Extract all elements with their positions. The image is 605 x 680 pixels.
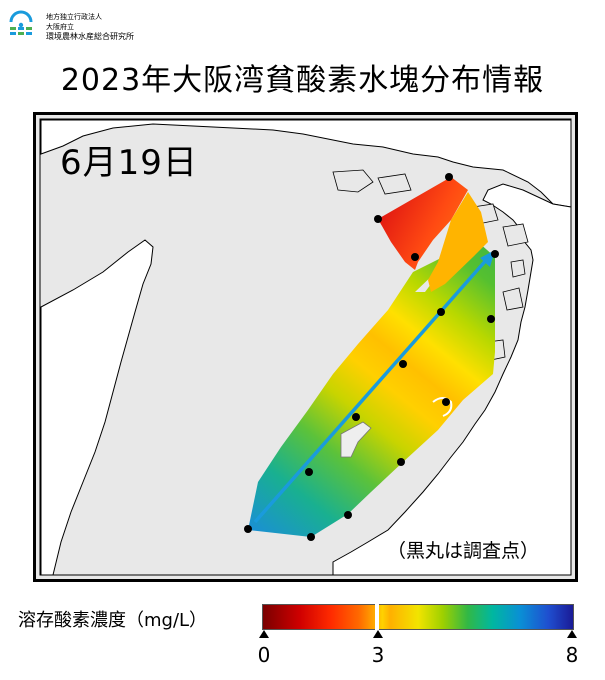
osaka-bay-map <box>33 112 578 582</box>
survey-date: 6月19日 <box>60 143 198 183</box>
station-dot-icon <box>491 250 499 258</box>
station-dot-icon <box>487 315 495 323</box>
station-dot-icon <box>344 511 352 519</box>
map-frame <box>33 112 578 582</box>
org-line-1: 地方独立行政法人 <box>46 13 102 21</box>
organization-name: 地方独立行政法人 大阪府立 環境農林水産総合研究所 <box>46 12 134 42</box>
east-coast-land <box>332 183 572 576</box>
tick-label-8: 8 <box>565 643 579 667</box>
station-dot-icon <box>445 173 453 181</box>
org-line-2: 大阪府立 <box>46 23 74 31</box>
awaji-island-land <box>40 239 154 576</box>
tick-marker-3 <box>373 630 383 638</box>
station-dot-icon <box>397 458 405 466</box>
station-dot-icon <box>307 533 315 541</box>
tick-marker-0 <box>259 630 269 638</box>
station-dot-icon <box>244 525 252 533</box>
organization-logo-icon <box>9 10 33 35</box>
tick-label-0: 0 <box>257 643 271 667</box>
legend-label: 溶存酸素濃度（mg/L） <box>18 610 208 631</box>
station-dot-icon <box>437 308 445 316</box>
do-distribution-hypoxic <box>378 177 468 270</box>
color-bar-threshold-gap <box>375 604 379 630</box>
color-bar <box>262 604 574 630</box>
north-coast-land <box>40 119 572 208</box>
station-dot-icon <box>399 360 407 368</box>
survey-stations <box>244 173 499 541</box>
do-distribution-orange-strip <box>428 192 488 292</box>
page-title: 2023年大阪湾貧酸素水塊分布情報 <box>60 63 545 98</box>
kansai-airport-overlay <box>340 421 372 458</box>
station-dot-icon <box>352 413 360 421</box>
station-dot-icon <box>411 253 419 261</box>
station-note: （黒丸は調査点） <box>387 540 540 562</box>
tick-marker-8 <box>567 630 577 638</box>
tick-label-3: 3 <box>371 643 385 667</box>
station-dot-icon <box>305 468 313 476</box>
station-dot-icon <box>374 215 382 223</box>
threshold-contour <box>432 397 453 417</box>
org-line-3: 環境農林水産総合研究所 <box>46 32 134 41</box>
organization-logo: 地方独立行政法人 大阪府立 環境農林水産総合研究所 <box>8 8 208 48</box>
station-dot-icon <box>442 398 450 406</box>
